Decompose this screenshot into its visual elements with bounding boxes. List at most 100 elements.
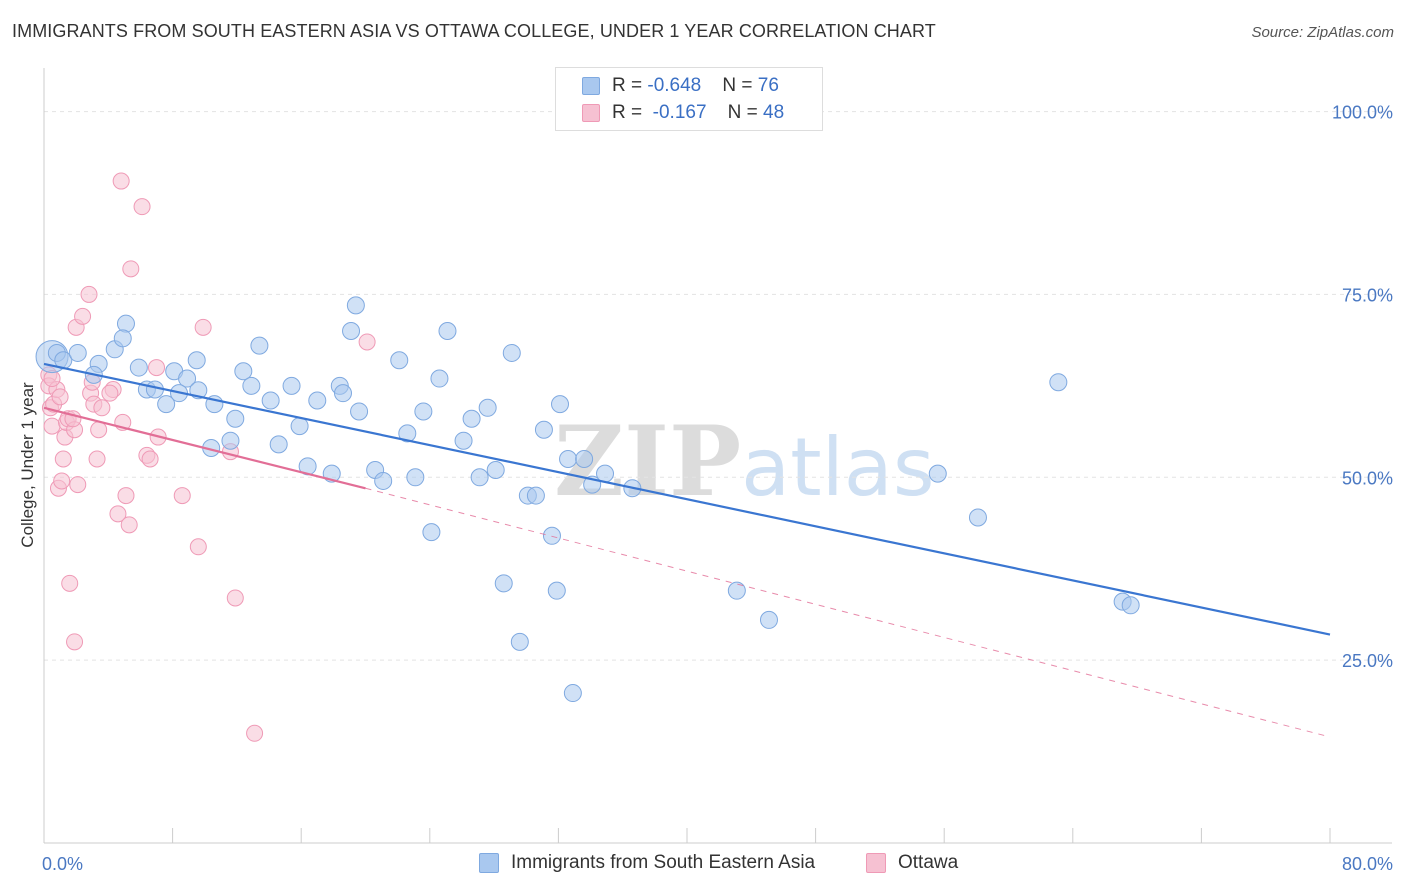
data-point-ottawa: [246, 724, 264, 742]
legend-text: R = -0.167 N = 48: [612, 102, 784, 124]
data-point-immigrants: [1121, 596, 1140, 615]
data-point-ottawa: [88, 450, 106, 468]
y-tick-label: 50.0%: [1342, 468, 1393, 488]
data-point-immigrants: [350, 402, 369, 421]
data-point-immigrants: [502, 343, 521, 362]
data-point-immigrants: [346, 296, 365, 315]
data-point-immigrants: [486, 460, 505, 479]
data-point-immigrants: [290, 417, 309, 436]
data-point-immigrants: [454, 431, 473, 450]
data-point-immigrants: [438, 322, 457, 340]
axes: [43, 68, 1392, 844]
legend-swatch-pink: [582, 104, 600, 122]
data-point-immigrants: [510, 632, 529, 651]
data-point-ottawa: [189, 538, 207, 556]
data-point-ottawa: [93, 399, 111, 417]
data-point-ottawa: [226, 589, 244, 607]
y-tick-label: 25.0%: [1342, 651, 1393, 671]
bottom-legend-label: Ottawa: [898, 852, 959, 873]
data-point-immigrants: [526, 486, 545, 505]
data-point-immigrants: [398, 424, 417, 443]
trendlines: [43, 362, 1331, 738]
data-point-immigrants: [551, 395, 570, 414]
data-point-immigrants: [68, 343, 87, 362]
data-point-immigrants: [269, 435, 288, 454]
data-point-ottawa: [133, 198, 151, 216]
data-point-immigrants: [374, 471, 393, 490]
data-point-immigrants: [462, 409, 481, 428]
data-point-immigrants: [470, 468, 489, 487]
data-point-immigrants: [494, 574, 513, 593]
data-point-immigrants: [187, 351, 206, 370]
data-point-immigrants: [759, 610, 778, 629]
data-point-immigrants: [342, 322, 361, 340]
data-point-immigrants: [563, 684, 582, 703]
trendline-immigrants: [43, 362, 1331, 636]
data-point-immigrants: [242, 376, 261, 395]
data-point-immigrants: [406, 468, 425, 487]
legend-n-value: 76: [757, 75, 779, 96]
data-point-ottawa: [148, 359, 166, 377]
data-point-immigrants: [178, 369, 197, 388]
legend-swatch-blue: [582, 77, 600, 95]
legend-r-value: -0.167: [647, 102, 707, 123]
data-point-ottawa: [109, 505, 127, 523]
y-tick-label: 75.0%: [1342, 285, 1393, 305]
immigrants-points: [35, 296, 1140, 703]
tick-labels: 25.0% 50.0% 75.0% 100.0% 0.0% 80.0%: [42, 103, 1393, 874]
data-point-ottawa: [112, 172, 130, 190]
data-point-immigrants: [559, 450, 578, 468]
data-point-immigrants: [1049, 373, 1068, 392]
data-point-ottawa: [43, 417, 61, 435]
data-point-immigrants: [282, 376, 301, 395]
legend-r-label: R =: [612, 102, 648, 123]
data-point-ottawa: [54, 450, 72, 468]
legend-r-label: R =: [612, 75, 648, 96]
data-point-immigrants: [727, 581, 746, 600]
trendline-ottawa: [365, 487, 1331, 738]
data-point-immigrants: [547, 581, 566, 600]
data-point-immigrants: [542, 526, 561, 545]
legend-text: R = -0.648 N = 76: [612, 75, 779, 97]
data-point-immigrants: [157, 395, 176, 414]
y-tick-label: 100.0%: [1332, 103, 1393, 123]
data-point-ottawa: [173, 487, 191, 505]
data-point-immigrants: [221, 431, 240, 450]
bottom-legend-swatch-blue: [479, 853, 499, 873]
data-point-immigrants: [308, 391, 327, 410]
ottawa-points: [40, 172, 376, 742]
data-point-ottawa: [194, 318, 212, 336]
data-point-ottawa: [53, 472, 71, 490]
data-point-ottawa: [122, 260, 140, 278]
data-point-ottawa: [141, 450, 159, 468]
correlation-legend: R = -0.648 N = 76 R = -0.167 N = 48: [555, 67, 823, 131]
data-point-ottawa: [90, 421, 108, 439]
data-point-immigrants: [928, 464, 947, 483]
data-point-immigrants: [422, 523, 441, 542]
data-point-immigrants: [968, 508, 987, 527]
legend-n-value: 48: [763, 102, 785, 123]
data-point-immigrants: [261, 391, 280, 410]
data-point-ottawa: [66, 633, 84, 651]
x-tick-label: 0.0%: [42, 854, 83, 874]
data-point-ottawa: [61, 574, 79, 592]
bottom-legend-swatch-pink: [866, 853, 886, 873]
data-point-ottawa: [101, 384, 119, 402]
legend-n-label: N =: [727, 102, 764, 123]
data-point-ottawa: [117, 487, 135, 505]
data-point-immigrants: [116, 314, 135, 333]
data-point-immigrants: [226, 409, 245, 428]
data-point-immigrants: [390, 351, 409, 370]
data-point-ottawa: [69, 476, 87, 494]
data-point-immigrants: [414, 402, 433, 421]
data-point-immigrants: [234, 362, 253, 381]
legend-n-label: N =: [722, 75, 758, 96]
data-point-immigrants: [333, 384, 352, 403]
data-point-immigrants: [575, 450, 594, 468]
data-point-ottawa: [120, 516, 138, 534]
data-point-immigrants: [596, 464, 615, 483]
data-point-ottawa: [74, 307, 92, 325]
source-label: Source: ZipAtlas.com: [1251, 24, 1394, 41]
data-point-immigrants: [534, 420, 553, 439]
